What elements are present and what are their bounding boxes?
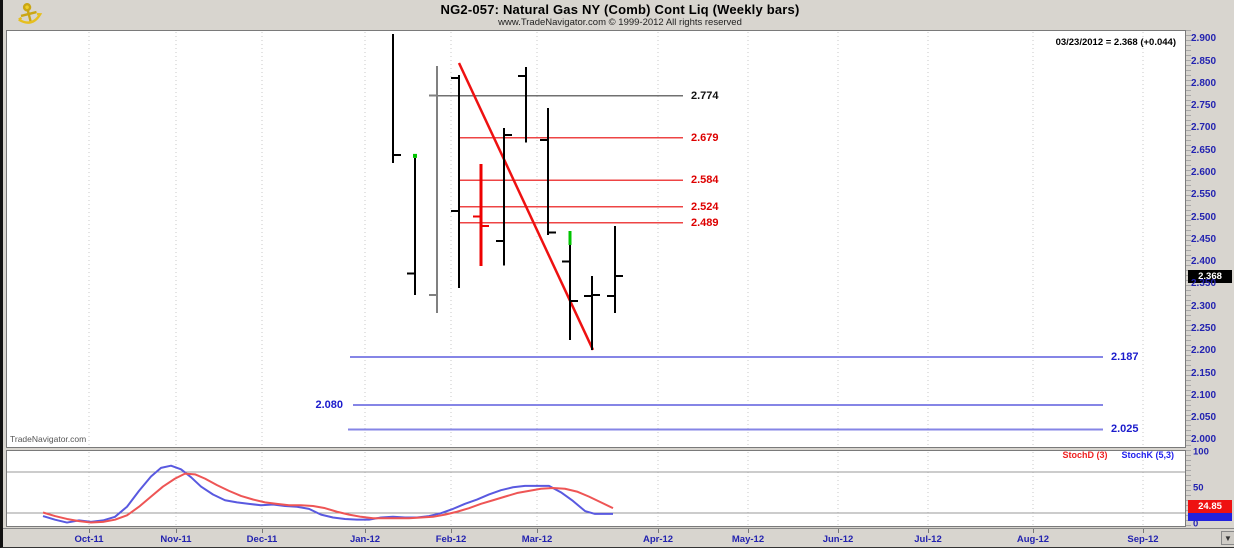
price-axis-label[interactable]: 2.100: [1191, 389, 1217, 401]
stoch-axis-label: 50: [1193, 482, 1204, 494]
price-level-label[interactable]: 2.584: [691, 174, 719, 187]
gold-anchor-logo-icon[interactable]: [8, 1, 50, 28]
month-axis-tick: [748, 529, 749, 533]
price-axis-label[interactable]: 2.350: [1191, 278, 1217, 290]
price-axis-label[interactable]: 2.850: [1191, 55, 1217, 67]
price-axis-label[interactable]: 2.600: [1191, 167, 1217, 179]
month-axis-tick: [262, 529, 263, 533]
stoch-axis-label: 100: [1193, 446, 1209, 458]
price-level-label[interactable]: 2.187: [1111, 351, 1139, 364]
price-axis-label[interactable]: 2.800: [1191, 77, 1217, 89]
price-axis-label[interactable]: 2.650: [1191, 144, 1217, 156]
month-axis-label[interactable]: Dec-11: [246, 534, 278, 545]
price-axis-label[interactable]: 2.150: [1191, 367, 1217, 379]
month-axis-label[interactable]: Nov-11: [160, 534, 192, 545]
stochk-legend-label[interactable]: StochK (5,3): [1121, 450, 1174, 460]
month-axis-tick: [176, 529, 177, 533]
price-axis-label[interactable]: 2.500: [1191, 211, 1217, 223]
price-axis-label[interactable]: 2.750: [1191, 100, 1217, 112]
price-axis-label[interactable]: 2.900: [1191, 33, 1217, 45]
chart-title: NG2-057: Natural Gas NY (Comb) Cont Liq …: [440, 2, 800, 17]
month-axis-tick: [1033, 529, 1034, 533]
month-axis-tick: [89, 529, 90, 533]
month-axis-label[interactable]: Oct-11: [74, 534, 104, 545]
stochastic-legend: StochD (3) StochK (5,3): [1062, 450, 1174, 460]
month-axis-label[interactable]: Sep-12: [1127, 534, 1159, 545]
month-axis-label[interactable]: Apr-12: [642, 534, 674, 545]
month-axis-tick: [658, 529, 659, 533]
stoch-axis-label: 0: [1193, 518, 1199, 530]
chart-header: NG2-057: Natural Gas NY (Comb) Cont Liq …: [3, 0, 1234, 30]
month-axis-label[interactable]: Aug-12: [1016, 534, 1050, 545]
price-axis-label[interactable]: 2.700: [1191, 122, 1217, 134]
price-axis-label[interactable]: 2.250: [1191, 323, 1217, 335]
price-axis-label[interactable]: 2.000: [1191, 434, 1217, 446]
price-level-label[interactable]: 2.524: [691, 200, 719, 213]
tradenavigator-watermark: TradeNavigator.com: [10, 434, 87, 444]
chart-copyright: www.TradeNavigator.com © 1999-2012 All r…: [498, 17, 742, 28]
month-axis-tick: [451, 529, 452, 533]
date-axis[interactable]: [3, 528, 1234, 547]
price-level-label[interactable]: 2.025: [1111, 423, 1139, 436]
price-axis-label[interactable]: 2.300: [1191, 300, 1217, 312]
price-chart-panel[interactable]: [6, 30, 1186, 448]
month-axis-tick: [1143, 529, 1144, 533]
price-axis-label[interactable]: 2.400: [1191, 256, 1217, 268]
price-level-label[interactable]: 2.080: [315, 398, 343, 411]
stochd-legend-label[interactable]: StochD (3): [1062, 450, 1108, 460]
price-axis-label[interactable]: 2.450: [1191, 233, 1217, 245]
stochd-value-badge: 24.85: [1188, 500, 1232, 513]
price-axis-label[interactable]: 2.050: [1191, 412, 1217, 424]
month-axis-label[interactable]: Jul-12: [914, 534, 942, 545]
month-axis-label[interactable]: Feb-12: [435, 534, 467, 545]
price-level-label[interactable]: 2.774: [691, 89, 719, 102]
stochk-value-badge: [1188, 513, 1232, 521]
month-axis-label[interactable]: Jan-12: [349, 534, 381, 545]
month-axis-tick: [365, 529, 366, 533]
month-axis-label[interactable]: Mar-12: [521, 534, 553, 545]
price-axis-label[interactable]: 2.550: [1191, 189, 1217, 201]
month-axis-label[interactable]: May-12: [731, 534, 765, 545]
current-price-badge: 2.368: [1188, 270, 1232, 283]
month-axis-tick: [928, 529, 929, 533]
stochastic-indicator-panel[interactable]: [6, 450, 1186, 527]
month-axis-tick: [537, 529, 538, 533]
price-level-label[interactable]: 2.679: [691, 131, 719, 144]
month-axis-tick: [838, 529, 839, 533]
price-axis-label[interactable]: 2.200: [1191, 345, 1217, 357]
month-axis-label[interactable]: Jun-12: [822, 534, 854, 545]
price-level-label[interactable]: 2.489: [691, 216, 719, 229]
last-bar-date-value-annotation: 03/23/2012 = 2.368 (+0.044): [1055, 37, 1176, 48]
scroll-down-button[interactable]: ▼: [1221, 531, 1234, 545]
